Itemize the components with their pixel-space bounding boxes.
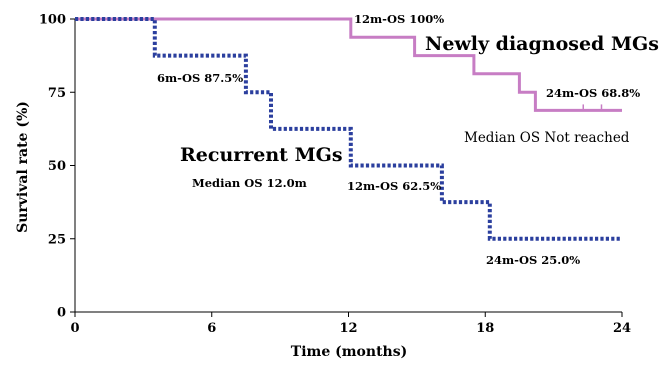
annotation-newly-12m-os: 12m-OS 100%	[354, 12, 444, 26]
annotation-recurrent-6m-os: 6m-OS 87.5%	[157, 71, 243, 85]
x-tick-label: 0	[70, 321, 79, 336]
annotation-recurrent-12m-os: 12m-OS 62.5%	[347, 179, 441, 193]
annotation-recurrent-label: Recurrent MGs	[180, 144, 343, 166]
y-axis-title: Survival rate (%)	[15, 101, 31, 233]
annotation-newly-diagnosed-label: Newly diagnosed MGs	[425, 33, 659, 55]
y-tick-label: 100	[39, 13, 66, 28]
annotation-recurrent-24m-os: 24m-OS 25.0%	[486, 253, 580, 267]
censor-marks	[582, 104, 603, 111]
y-tick-label: 0	[57, 306, 66, 321]
newly-diagnosed-survival-curve	[75, 17, 622, 112]
y-tick-label: 50	[48, 159, 66, 174]
y-tick-label: 25	[48, 232, 66, 247]
x-tick-label: 12	[339, 321, 357, 336]
annotation-recurrent-median-os: Median OS 12.0m	[192, 176, 307, 190]
ticks: 0 25 50 75 100 0 6 12 18 24	[39, 13, 631, 337]
annotation-newly-median-os: Median OS Not reached	[464, 130, 630, 146]
x-axis-title: Time (months)	[291, 344, 407, 360]
x-tick-label: 6	[207, 321, 216, 336]
x-tick-label: 24	[613, 321, 631, 336]
axes	[74, 19, 622, 313]
annotation-newly-24m-os: 24m-OS 68.8%	[546, 86, 640, 100]
recurrent-survival-curve	[75, 17, 622, 241]
x-tick-label: 18	[476, 321, 494, 336]
series-lines	[75, 17, 622, 241]
y-tick-label: 75	[48, 86, 66, 101]
